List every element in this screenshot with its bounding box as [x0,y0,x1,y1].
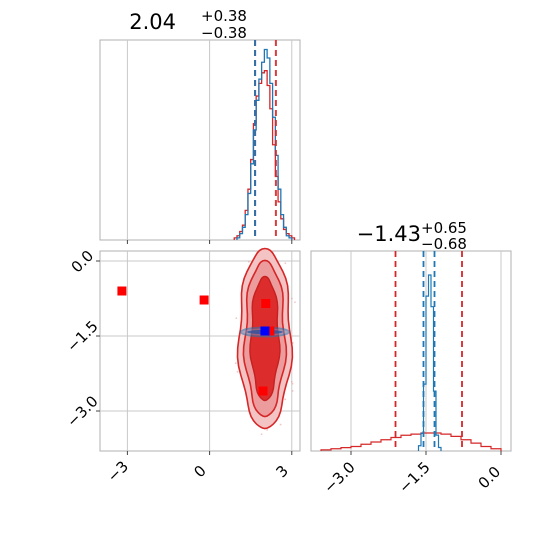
panel-bottom-left-y-ticks: 0.0 −1.5 −3.0 [63,247,101,431]
panel-bottom-left-density [234,247,296,436]
panel-bottom-right-x-ticks: −3.0 −1.5 0.0 [320,451,504,497]
panel-bottom-right-histogram-red [320,432,502,451]
truth-marker-red [265,326,275,336]
panel-bottom-right-histograms [320,274,502,451]
panel-bottom-left: −3 0 3 0.0 −1.5 −3.0 [63,247,301,486]
truth-marker-blue [260,326,270,336]
density-sample-point [294,301,296,304]
density-sample-point [235,317,238,319]
density-sample-point [236,370,239,373]
panel-bottom-right-title-value: −1.43 [357,222,421,246]
panel-bottom-left-x-ticks: −3 0 3 [104,451,293,486]
truth-marker-red [199,295,209,305]
bl-y-tick-label: −3.0 [63,392,101,430]
density-sample-point [290,297,293,300]
density-sample-point [284,262,287,265]
density-sample-point [291,382,294,385]
density-sample-point [260,433,263,436]
panel-top-left-title-value: 2.04 [129,10,176,34]
panel-top-left-title-minus: −0.38 [201,24,247,42]
density-sample-point [266,429,269,431]
panel-top-left-histogram-blue [236,48,293,240]
panel-top-left-quantile-lines [254,40,277,240]
bl-y-tick-label: −1.5 [63,317,101,355]
truth-marker-red [261,299,271,308]
bl-y-tick-label: 0.0 [68,247,98,277]
panel-bottom-right-frame [310,250,512,452]
panel-bottom-right-quantile-lines [394,251,463,451]
bl-x-tick-label: 0 [190,462,209,481]
panel-top-left-grid [126,40,293,244]
density-sample-point [279,423,282,426]
density-sample-point [247,260,250,263]
panel-top-left-title-plus: +0.38 [201,7,247,25]
density-sample-point [290,380,293,383]
bl-x-tick-label: 3 [273,462,292,481]
panel-bottom-right-title-plus: +0.65 [421,219,467,237]
truth-marker-red [258,386,268,396]
truth-marker-red [117,286,127,296]
panel-bottom-right-histogram-blue [417,274,442,451]
density-sample-point [291,390,294,392]
br-x-tick-label: 0.0 [475,463,505,493]
density-sample-point [234,362,237,365]
bl-x-tick-label: −3 [104,457,132,485]
panel-bottom-left-markers [117,286,275,396]
density-sample-point [284,398,287,401]
panel-top-left: 2.04 +0.38 −0.38 [99,7,301,244]
br-x-tick-label: −3.0 [320,458,358,496]
panel-top-left-histogram-red [233,70,296,240]
br-x-tick-label: −1.5 [395,458,433,496]
panel-bottom-right: −3.0 −1.5 0.0 −1.43 +0.65 −0.68 [310,219,512,497]
density-contour-inner [249,275,281,402]
panel-bottom-right-title-minus: −0.68 [421,235,467,253]
panel-top-left-histograms [233,48,296,240]
